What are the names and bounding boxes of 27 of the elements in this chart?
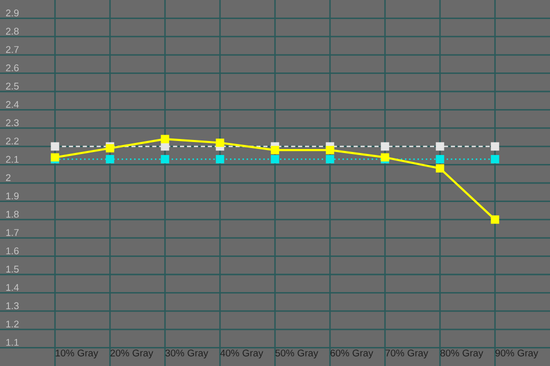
x-tick-label: 80% Gray [440,350,484,358]
y-tick-label: 2.4 [6,100,19,108]
x-tick-label: 30% Gray [165,350,208,358]
x-tick-label: 60% Gray [330,350,374,358]
y-tick-label: 1.4 [6,284,19,291]
x-tick-label: 70% Gray [386,350,428,358]
x-tick-label: 90% Gray [495,350,538,358]
y-tick-label: 2.3 [6,119,19,126]
y-tick-label: 1.9 [6,192,19,200]
y-tick-label: 1.5 [6,266,19,273]
y-tick-label: 2.9 [6,9,19,16]
y-tick-label: 1.8 [6,210,19,218]
y-tick-label: 1.6 [6,247,19,254]
y-tick-label: 2.6 [6,64,19,72]
y-tick-label: 2.5 [6,82,19,90]
y-tick-label: 1.1 [6,338,19,346]
x-tick-label: 10% Gray [56,350,98,358]
y-tick-label: 1.3 [6,302,19,310]
y-tick-label: 2 [6,174,10,181]
x-tick-label: 20% Gray [110,350,154,358]
y-tick-label: 2.1 [6,156,19,163]
y-tick-label: 1.2 [6,320,19,328]
y-tick-label: 2.7 [6,46,19,53]
y-tick-label: 2.2 [6,138,19,144]
x-tick-label: 50% Gray [275,350,318,358]
y-tick-label: 2.8 [6,28,19,35]
y-tick-label: 1.7 [6,229,19,236]
